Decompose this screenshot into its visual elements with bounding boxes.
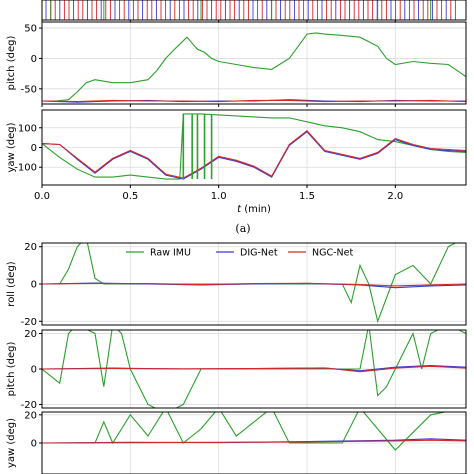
series-line-ngc: [42, 282, 466, 287]
panel-a-yaw: -100 0 100 0.0 0.5 1.0 1.5 2.0 t (min) yaw (deg): [6, 109, 467, 215]
panel-b-roll: -20 0 20 roll (deg) Raw IMU DIG-Net NGC-Net: [6, 242, 467, 328]
y-tick-label: 50: [24, 24, 37, 35]
y-tick-label: 20: [24, 410, 37, 421]
x-axis-label: t (min): [237, 204, 271, 215]
series-line-dig: [42, 130, 466, 180]
panel-frame: [41, 0, 467, 21]
y-tick-label: -20: [21, 400, 37, 411]
y-tick-label: -50: [21, 84, 37, 95]
panel-a-roll: [41, 0, 467, 23]
series-group: [42, 113, 466, 180]
x-tick-label: 2.0: [387, 191, 403, 202]
series-line-raw: [42, 412, 448, 451]
y-tick-label: -20: [21, 317, 37, 328]
series-group: [42, 412, 466, 451]
y-axis-label: yaw (deg): [6, 418, 17, 468]
series-line-raw: [42, 330, 466, 408]
legend-label-raw: Raw IMU: [150, 248, 191, 259]
y-tick-label: 20: [24, 242, 37, 253]
caption-a: (a): [235, 222, 250, 235]
legend-label-ngc: NGC-Net: [312, 248, 353, 259]
y-tick-label: 0: [31, 143, 37, 154]
y-tick-label: 0: [31, 439, 37, 450]
legend: Raw IMU DIG-Net NGC-Net: [126, 248, 353, 259]
series-line-dig: [42, 99, 466, 103]
x-tick-label: 0.5: [122, 191, 138, 202]
series-line-ngc: [42, 439, 466, 444]
series-line-ngc: [42, 99, 466, 103]
panel-b-pitch: -20 0 20 pitch (deg): [6, 329, 467, 411]
series-group: [42, 32, 466, 103]
y-axis-label: yaw (deg): [6, 122, 17, 172]
legend-label-dig: DIG-Net: [240, 248, 278, 259]
y-axis-label: roll (deg): [6, 261, 17, 306]
series-line-raw: [42, 32, 466, 102]
x-tick-label: 1.0: [211, 191, 227, 202]
y-tick-label: 0: [31, 365, 37, 376]
series-line-ngc: [42, 365, 466, 373]
y-tick-label: -100: [14, 163, 37, 174]
panel-a-pitch: -50 0 50 pitch (deg): [6, 21, 467, 107]
y-tick-label: 0: [31, 54, 37, 65]
y-tick-label: 0: [31, 280, 37, 291]
panels-group: -50 0 50 pitch (deg) -100 0 100 0.0 0.5 1.0 1.5 2.0…: [6, 0, 467, 474]
roll-spikes: [45, 0, 456, 20]
y-tick-label: 100: [18, 123, 37, 134]
y-axis-label: pitch (deg): [6, 36, 17, 91]
x-tick-label: 1.5: [299, 191, 315, 202]
series-line-raw: [42, 113, 466, 180]
panel-frame: [41, 21, 467, 105]
y-axis-label: pitch (deg): [6, 342, 17, 397]
series-line-ngc: [42, 129, 466, 179]
series-group: [42, 243, 466, 324]
y-tick-label: 20: [24, 329, 37, 340]
x-tick-label: 0.0: [34, 191, 50, 202]
panel-b-yaw: 0 20 yaw (deg): [6, 410, 467, 474]
series-group: [42, 330, 466, 408]
